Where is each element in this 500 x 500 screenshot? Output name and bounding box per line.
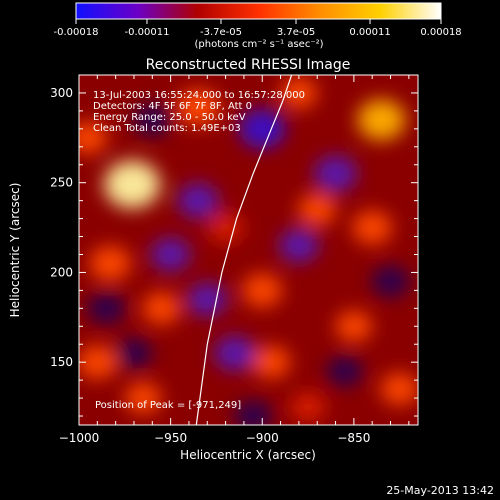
- heatmap-blob: [150, 237, 191, 272]
- colorbar-tick-label: -3.7e-05: [200, 27, 242, 38]
- plot-frame: [78, 74, 419, 426]
- heatmap-blob: [371, 265, 410, 298]
- heatmap-blob: [133, 103, 172, 137]
- heatmap-blob: [89, 245, 131, 282]
- y-tick-label: 200: [50, 265, 73, 279]
- heatmap-blob: [239, 109, 286, 149]
- solar-limb-curve: [195, 75, 293, 425]
- peak-position-label: Position of Peak = [-971,249]: [95, 400, 241, 411]
- heatmap-blob: [278, 228, 319, 263]
- heatmap-blob: [115, 337, 153, 369]
- y-axis-label: Heliocentric Y (arcsec): [8, 183, 22, 318]
- colorbar-units: (photons cm⁻² s⁻¹ asec⁻²): [194, 39, 323, 50]
- heatmap-blob: [313, 155, 358, 193]
- heatmap-blob: [380, 372, 418, 406]
- colorbar-tick-label: -0.00011: [124, 27, 169, 38]
- colorbar-ticks: -0.00018 -0.00011 -3.7e-05 3.7e-05 0.00011 0.…: [54, 19, 462, 38]
- x-tick-label: −1000: [59, 431, 100, 445]
- colorbar-tick-label: 0.00011: [349, 27, 390, 38]
- y-tick-label: 150: [50, 355, 73, 369]
- heatmap-blob: [187, 282, 228, 317]
- x-tick-label: −950: [154, 431, 187, 445]
- colorbar-tick-label: 3.7e-05: [277, 27, 315, 38]
- heatmap-blob: [177, 182, 219, 219]
- observation-info: 13-Jul-2003 16:55:24.000 to 16:57:28.000…: [93, 90, 305, 134]
- heatmap-blob: [142, 292, 181, 325]
- footer-date: 25-May-2013 13:42: [386, 484, 494, 497]
- heatmap-blob: [176, 88, 220, 126]
- info-line-time: 13-Jul-2003 16:55:24.000 to 16:57:28.000: [93, 90, 305, 101]
- heatmap-blob: [326, 355, 364, 387]
- heatmap-blob: [352, 210, 393, 245]
- heatmap-blob: [79, 121, 108, 155]
- y-axis-ticks: 150 200 250 300: [50, 74, 418, 417]
- heatmap-image: [79, 75, 418, 425]
- heatmap-blob: [87, 292, 126, 325]
- colorbar: [75, 2, 442, 20]
- heatmap-blob: [335, 310, 373, 342]
- heatmap-blob: [280, 77, 318, 109]
- colorbar-tick-label: 0.00018: [420, 27, 461, 38]
- colorbar-tick-label: -0.00018: [54, 27, 99, 38]
- info-line-detectors: Detectors: 4F 5F 6F 7F 8F, Att 0: [93, 101, 252, 112]
- x-tick-label: −850: [337, 431, 370, 445]
- heatmap-blob: [242, 273, 283, 308]
- info-line-clean: Clean Total counts: 1.49E+03: [93, 123, 241, 134]
- heatmap-blob: [207, 212, 244, 243]
- heatmap-blob: [104, 160, 161, 209]
- heatmap-blob: [357, 99, 406, 141]
- x-axis-ticks: −1000 −950 −900 −850: [59, 75, 410, 445]
- y-tick-label: 300: [50, 86, 73, 100]
- heatmap-blob: [213, 335, 256, 371]
- plot-title: Reconstructed RHESSI Image: [146, 57, 351, 73]
- heatmap-blob: [298, 193, 337, 226]
- heatmap-blob: [79, 345, 118, 380]
- info-line-energy: Energy Range: 25.0 - 50.0 keV: [93, 112, 246, 123]
- x-axis-label: Heliocentric X (arcsec): [180, 448, 316, 462]
- heatmap-blob: [290, 392, 326, 423]
- heatmap-blob: [252, 345, 291, 379]
- y-tick-label: 250: [50, 176, 73, 190]
- x-tick-label: −900: [246, 431, 279, 445]
- heatmap-blob: [124, 382, 162, 414]
